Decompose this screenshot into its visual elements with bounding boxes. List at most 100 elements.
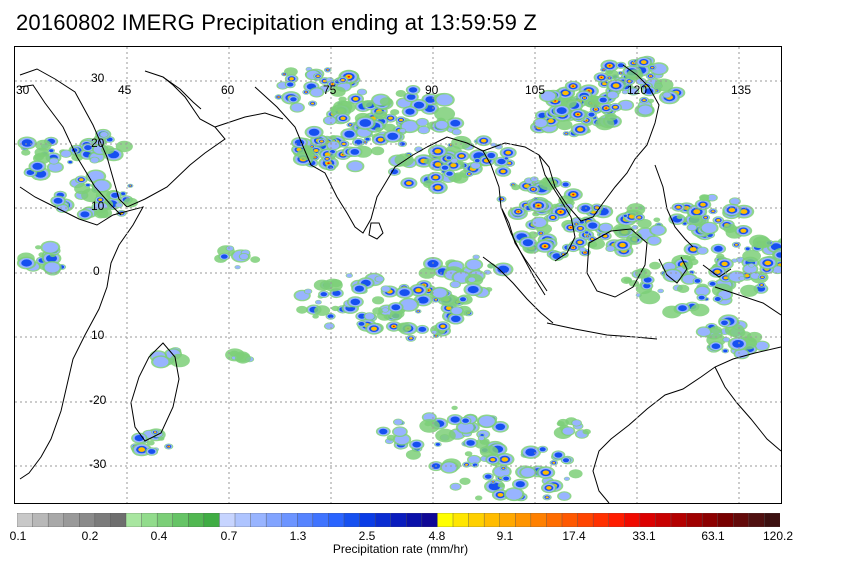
precip-cell — [308, 128, 320, 136]
precip-cell — [320, 292, 327, 297]
colorbar-swatch — [188, 513, 205, 527]
precip-cell — [577, 127, 584, 132]
precip-cell — [35, 245, 42, 250]
precip-cell — [588, 112, 595, 117]
precip-cell — [608, 65, 611, 67]
map-canvas: 30 45 60 75 90 105 120 135 30 20 10 0 10… — [15, 47, 781, 503]
precip-cell — [605, 107, 608, 109]
colorbar-swatch — [655, 513, 672, 527]
precip-cell — [558, 492, 570, 500]
precip-cell — [296, 305, 308, 314]
precip-cell — [577, 240, 583, 244]
precip-cell — [602, 82, 607, 86]
precip-cell — [723, 223, 737, 233]
precip-cell — [608, 77, 611, 79]
precip-cell — [740, 209, 748, 214]
precip-cell — [732, 259, 737, 263]
colorbar-swatch — [172, 513, 189, 527]
precip-cell — [226, 246, 234, 251]
precip-cell — [291, 103, 304, 112]
precip-cell — [358, 89, 366, 95]
precip-cell — [310, 88, 323, 97]
precip-cell — [427, 289, 430, 291]
precip-cell — [495, 423, 506, 430]
precip-cell — [473, 255, 480, 259]
colorbar-swatch — [63, 513, 80, 527]
precip-cell — [506, 488, 523, 500]
precip-cell — [687, 224, 697, 231]
precip-cell — [129, 185, 132, 187]
latitude-labels: 30 20 10 0 10 -20 -30 — [89, 71, 107, 471]
precip-cell — [399, 289, 410, 296]
precip-cell — [545, 496, 549, 499]
precip-cell — [564, 477, 570, 481]
colorbar-swatch — [608, 513, 625, 527]
precip-cell — [450, 483, 461, 490]
precip-cell — [111, 192, 119, 198]
precip-cell — [562, 182, 569, 187]
precip-cell — [372, 296, 385, 305]
precip-cell — [552, 253, 561, 259]
precip-cell — [704, 216, 708, 219]
precip-cell — [392, 325, 395, 327]
colorbar-swatch — [468, 513, 485, 527]
precip-cell — [556, 107, 567, 114]
precip-cell — [517, 211, 520, 213]
precip-cell — [683, 222, 687, 225]
precip-cell — [628, 280, 640, 287]
precip-cell — [586, 235, 589, 237]
precip-cell — [651, 225, 665, 235]
precip-cell — [534, 118, 547, 128]
precip-cell — [491, 143, 496, 147]
precip-cell — [42, 242, 59, 253]
precip-cell — [572, 420, 581, 426]
precip-cell — [588, 222, 598, 229]
precip-cell — [600, 76, 603, 78]
colorbar-swatch — [79, 513, 96, 527]
precip-cell — [451, 135, 472, 150]
precip-cell — [599, 223, 612, 232]
precip-cell — [638, 105, 653, 115]
precip-cell — [250, 256, 261, 263]
precip-cell — [467, 172, 471, 175]
precip-cell — [466, 440, 475, 446]
colorbar-swatch — [328, 513, 345, 527]
precip-cell — [405, 108, 415, 115]
precip-cell — [582, 428, 591, 435]
precip-cell — [649, 261, 661, 270]
precip-cell — [562, 427, 574, 435]
lon-label: 135 — [731, 83, 751, 97]
precip-cell — [34, 147, 49, 158]
precip-cell — [406, 181, 412, 186]
precip-cell — [434, 162, 442, 167]
precip-cell — [436, 94, 453, 106]
colorbar-swatch — [624, 513, 641, 527]
lon-label: 45 — [118, 83, 132, 97]
precip-cell — [522, 239, 533, 247]
precip-cell — [432, 288, 447, 298]
precip-cell — [676, 284, 690, 293]
precip-cell — [458, 154, 465, 158]
precip-cell — [362, 100, 373, 108]
precip-cell — [764, 260, 772, 266]
precip-cell — [382, 308, 389, 312]
precip-cell — [711, 210, 715, 213]
precip-cell — [511, 184, 521, 191]
precip-cell — [654, 78, 674, 92]
precip-cell — [716, 253, 725, 260]
precip-cell — [100, 132, 108, 137]
precip-cell — [561, 101, 568, 106]
precip-cell — [576, 113, 579, 116]
precip-cell — [698, 295, 705, 300]
precip-cell — [409, 87, 418, 93]
precip-cell — [315, 300, 322, 304]
colorbar-swatch — [639, 513, 656, 527]
precip-cell — [450, 119, 461, 127]
precip-cell — [57, 205, 68, 212]
precip-cell — [377, 137, 384, 142]
precip-cell — [372, 307, 384, 315]
precip-cell — [690, 303, 710, 317]
lat-label: -20 — [89, 393, 107, 407]
precip-cell — [325, 157, 329, 160]
precip-cell — [479, 416, 495, 427]
